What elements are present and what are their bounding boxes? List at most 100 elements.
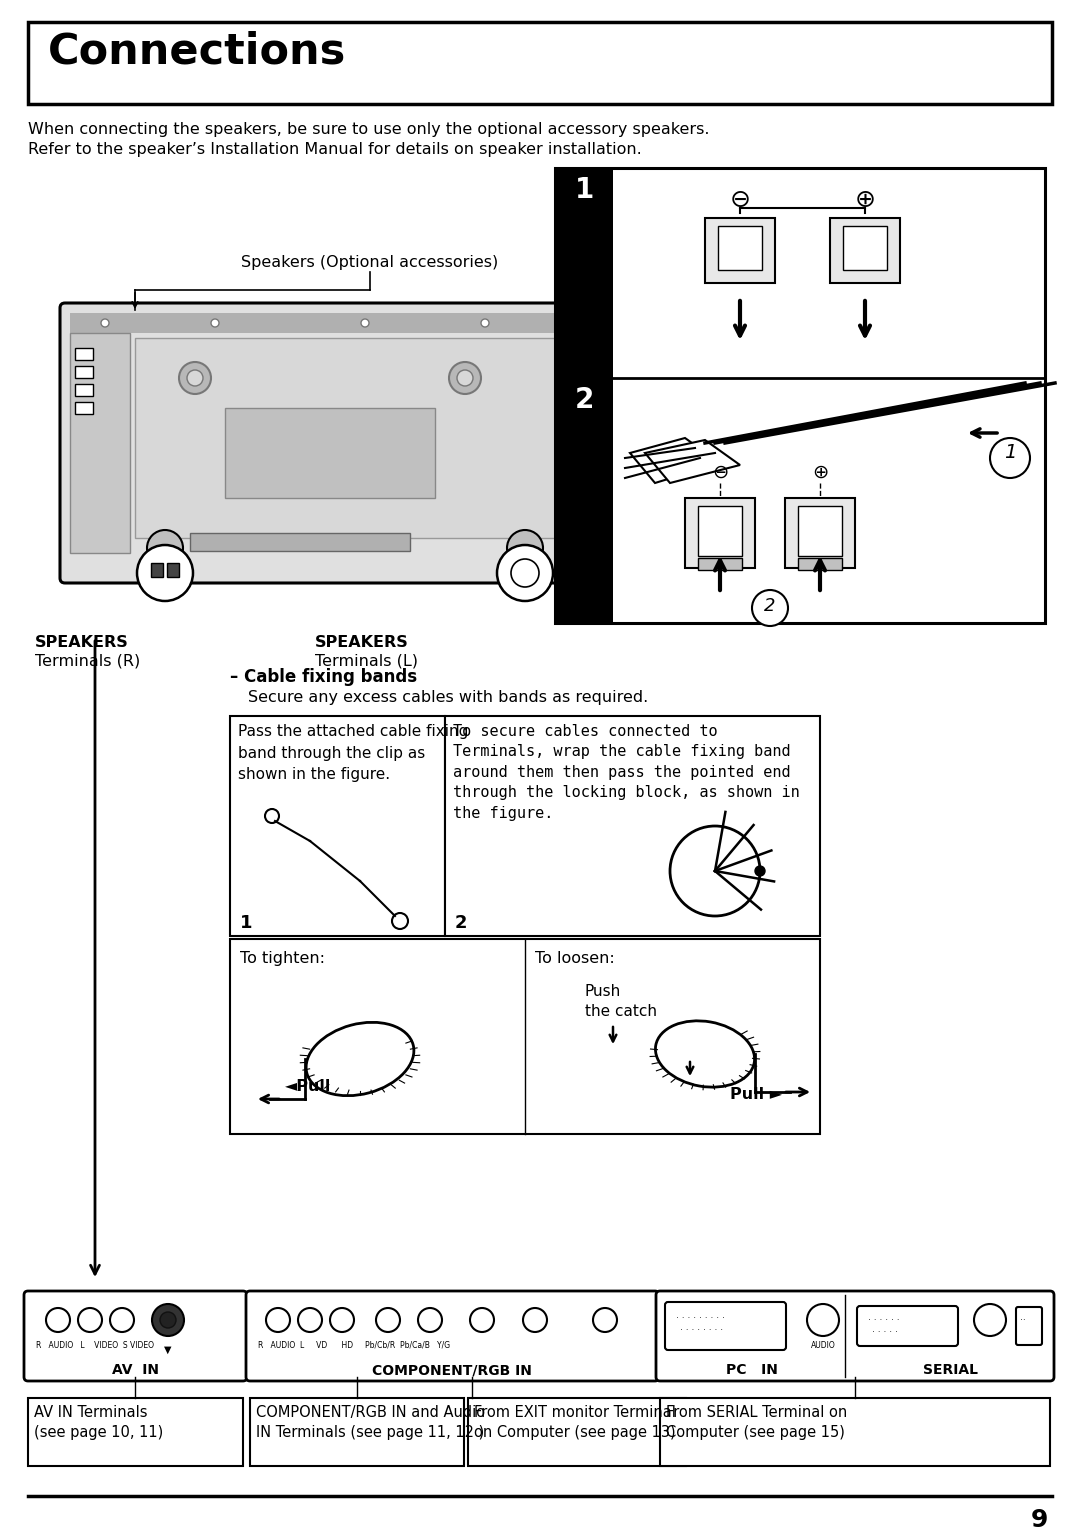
Text: 2: 2 (455, 914, 468, 932)
Bar (785, 498, 855, 568)
Circle shape (807, 1303, 839, 1335)
Text: AV  IN: AV IN (111, 1363, 159, 1377)
Circle shape (179, 362, 211, 394)
Bar (230, 940, 820, 1134)
Text: 9: 9 (1030, 1508, 1048, 1528)
Text: Push
the catch: Push the catch (585, 984, 657, 1019)
Text: ⊕: ⊕ (854, 188, 876, 212)
Text: To secure cables connected to
Terminals, wrap the cable fixing band
around them : To secure cables connected to Terminals,… (453, 724, 800, 821)
Circle shape (507, 530, 543, 565)
Text: COMPONENT/RGB IN and Audio
IN Terminals (see page 11, 12 ): COMPONENT/RGB IN and Audio IN Terminals … (256, 1406, 485, 1439)
Text: ⊖: ⊖ (729, 188, 751, 212)
Circle shape (78, 1308, 102, 1332)
Circle shape (418, 1308, 442, 1332)
Circle shape (752, 590, 788, 626)
Circle shape (152, 1303, 184, 1335)
Circle shape (361, 319, 369, 327)
Bar (70, 313, 630, 333)
Circle shape (330, 1308, 354, 1332)
Circle shape (102, 319, 109, 327)
Text: SPEAKERS: SPEAKERS (315, 636, 408, 649)
Bar (167, 562, 179, 578)
Bar (660, 1398, 1050, 1465)
Circle shape (511, 559, 539, 587)
Circle shape (46, 1308, 70, 1332)
Text: AUDIO: AUDIO (811, 1342, 835, 1351)
Circle shape (990, 439, 1030, 478)
Polygon shape (630, 439, 720, 483)
Circle shape (481, 319, 489, 327)
Text: To tighten:: To tighten: (240, 950, 325, 966)
Bar (705, 219, 775, 283)
Text: . . . . . . . . .: . . . . . . . . . (676, 1311, 725, 1320)
Bar (75, 402, 93, 414)
Bar (570, 333, 630, 553)
Circle shape (187, 370, 203, 387)
Text: Terminals (R): Terminals (R) (35, 652, 140, 668)
FancyBboxPatch shape (665, 1302, 786, 1351)
Text: R   AUDIO   L    VIDEO  S VIDEO: R AUDIO L VIDEO S VIDEO (36, 1342, 154, 1351)
Text: . . . . . . . .: . . . . . . . . (680, 1323, 724, 1332)
Text: Secure any excess cables with bands as required.: Secure any excess cables with bands as r… (248, 691, 648, 704)
Text: COMPONENT/RGB IN: COMPONENT/RGB IN (373, 1363, 532, 1377)
Text: From SERIAL Terminal on
Computer (see page 15): From SERIAL Terminal on Computer (see pa… (666, 1406, 847, 1439)
FancyBboxPatch shape (246, 1291, 659, 1381)
Bar (555, 168, 613, 377)
Text: ⊖: ⊖ (712, 463, 728, 481)
Text: 1: 1 (575, 176, 594, 205)
Circle shape (376, 1308, 400, 1332)
Bar (685, 498, 755, 568)
Bar (698, 506, 742, 556)
Text: Pass the attached cable fixing
band through the clip as
shown in the figure.: Pass the attached cable fixing band thro… (238, 724, 469, 782)
Circle shape (160, 1313, 176, 1328)
Bar (468, 1398, 686, 1465)
Circle shape (110, 1308, 134, 1332)
Text: ▼: ▼ (164, 1345, 172, 1355)
Circle shape (147, 530, 183, 565)
Text: . . . . . .: . . . . . . (868, 1313, 900, 1322)
Bar (555, 377, 613, 623)
Text: Refer to the speaker’s Installation Manual for details on speaker installation.: Refer to the speaker’s Installation Manu… (28, 142, 642, 157)
Text: SPEAKERS: SPEAKERS (35, 636, 129, 649)
Ellipse shape (656, 1021, 755, 1086)
Circle shape (211, 319, 219, 327)
Bar (718, 226, 762, 270)
Circle shape (137, 545, 193, 601)
Circle shape (298, 1308, 322, 1332)
Circle shape (497, 545, 553, 601)
Bar (28, 1398, 243, 1465)
Circle shape (593, 1308, 617, 1332)
Bar (798, 558, 842, 570)
FancyBboxPatch shape (24, 1291, 247, 1381)
Text: R   AUDIO  L     VD      HD     Pb/Cb/R  Pb/Ca/B   Y/G: R AUDIO L VD HD Pb/Cb/R Pb/Ca/B Y/G (258, 1342, 450, 1351)
Bar (555, 168, 1045, 623)
Polygon shape (645, 440, 740, 483)
Text: Speakers (Optional accessories): Speakers (Optional accessories) (241, 255, 499, 270)
FancyBboxPatch shape (858, 1306, 958, 1346)
Circle shape (755, 866, 765, 876)
Text: 1: 1 (1003, 443, 1016, 461)
Bar (225, 408, 435, 498)
Bar (75, 367, 93, 377)
Text: 1: 1 (240, 914, 253, 932)
Circle shape (974, 1303, 1005, 1335)
Circle shape (591, 319, 599, 327)
Text: . . . . .: . . . . . (872, 1325, 897, 1334)
Bar (798, 506, 842, 556)
Bar (135, 338, 570, 538)
Circle shape (470, 1308, 494, 1332)
Text: ⊕: ⊕ (812, 463, 828, 481)
Circle shape (266, 1308, 291, 1332)
Bar (70, 333, 130, 553)
Text: AV IN Terminals
(see page 10, 11): AV IN Terminals (see page 10, 11) (33, 1406, 163, 1439)
Circle shape (523, 1308, 546, 1332)
Bar (75, 348, 93, 361)
Bar (230, 717, 445, 937)
Text: PC   IN: PC IN (726, 1363, 778, 1377)
Text: Pull ►: Pull ► (730, 1086, 782, 1102)
Text: 2: 2 (575, 387, 594, 414)
Text: ◄Pull: ◄Pull (285, 1079, 332, 1094)
Text: From EXIT monitor Terminal
on Computer (see page 13): From EXIT monitor Terminal on Computer (… (474, 1406, 676, 1439)
Bar (831, 219, 900, 283)
Text: 2: 2 (765, 597, 775, 614)
